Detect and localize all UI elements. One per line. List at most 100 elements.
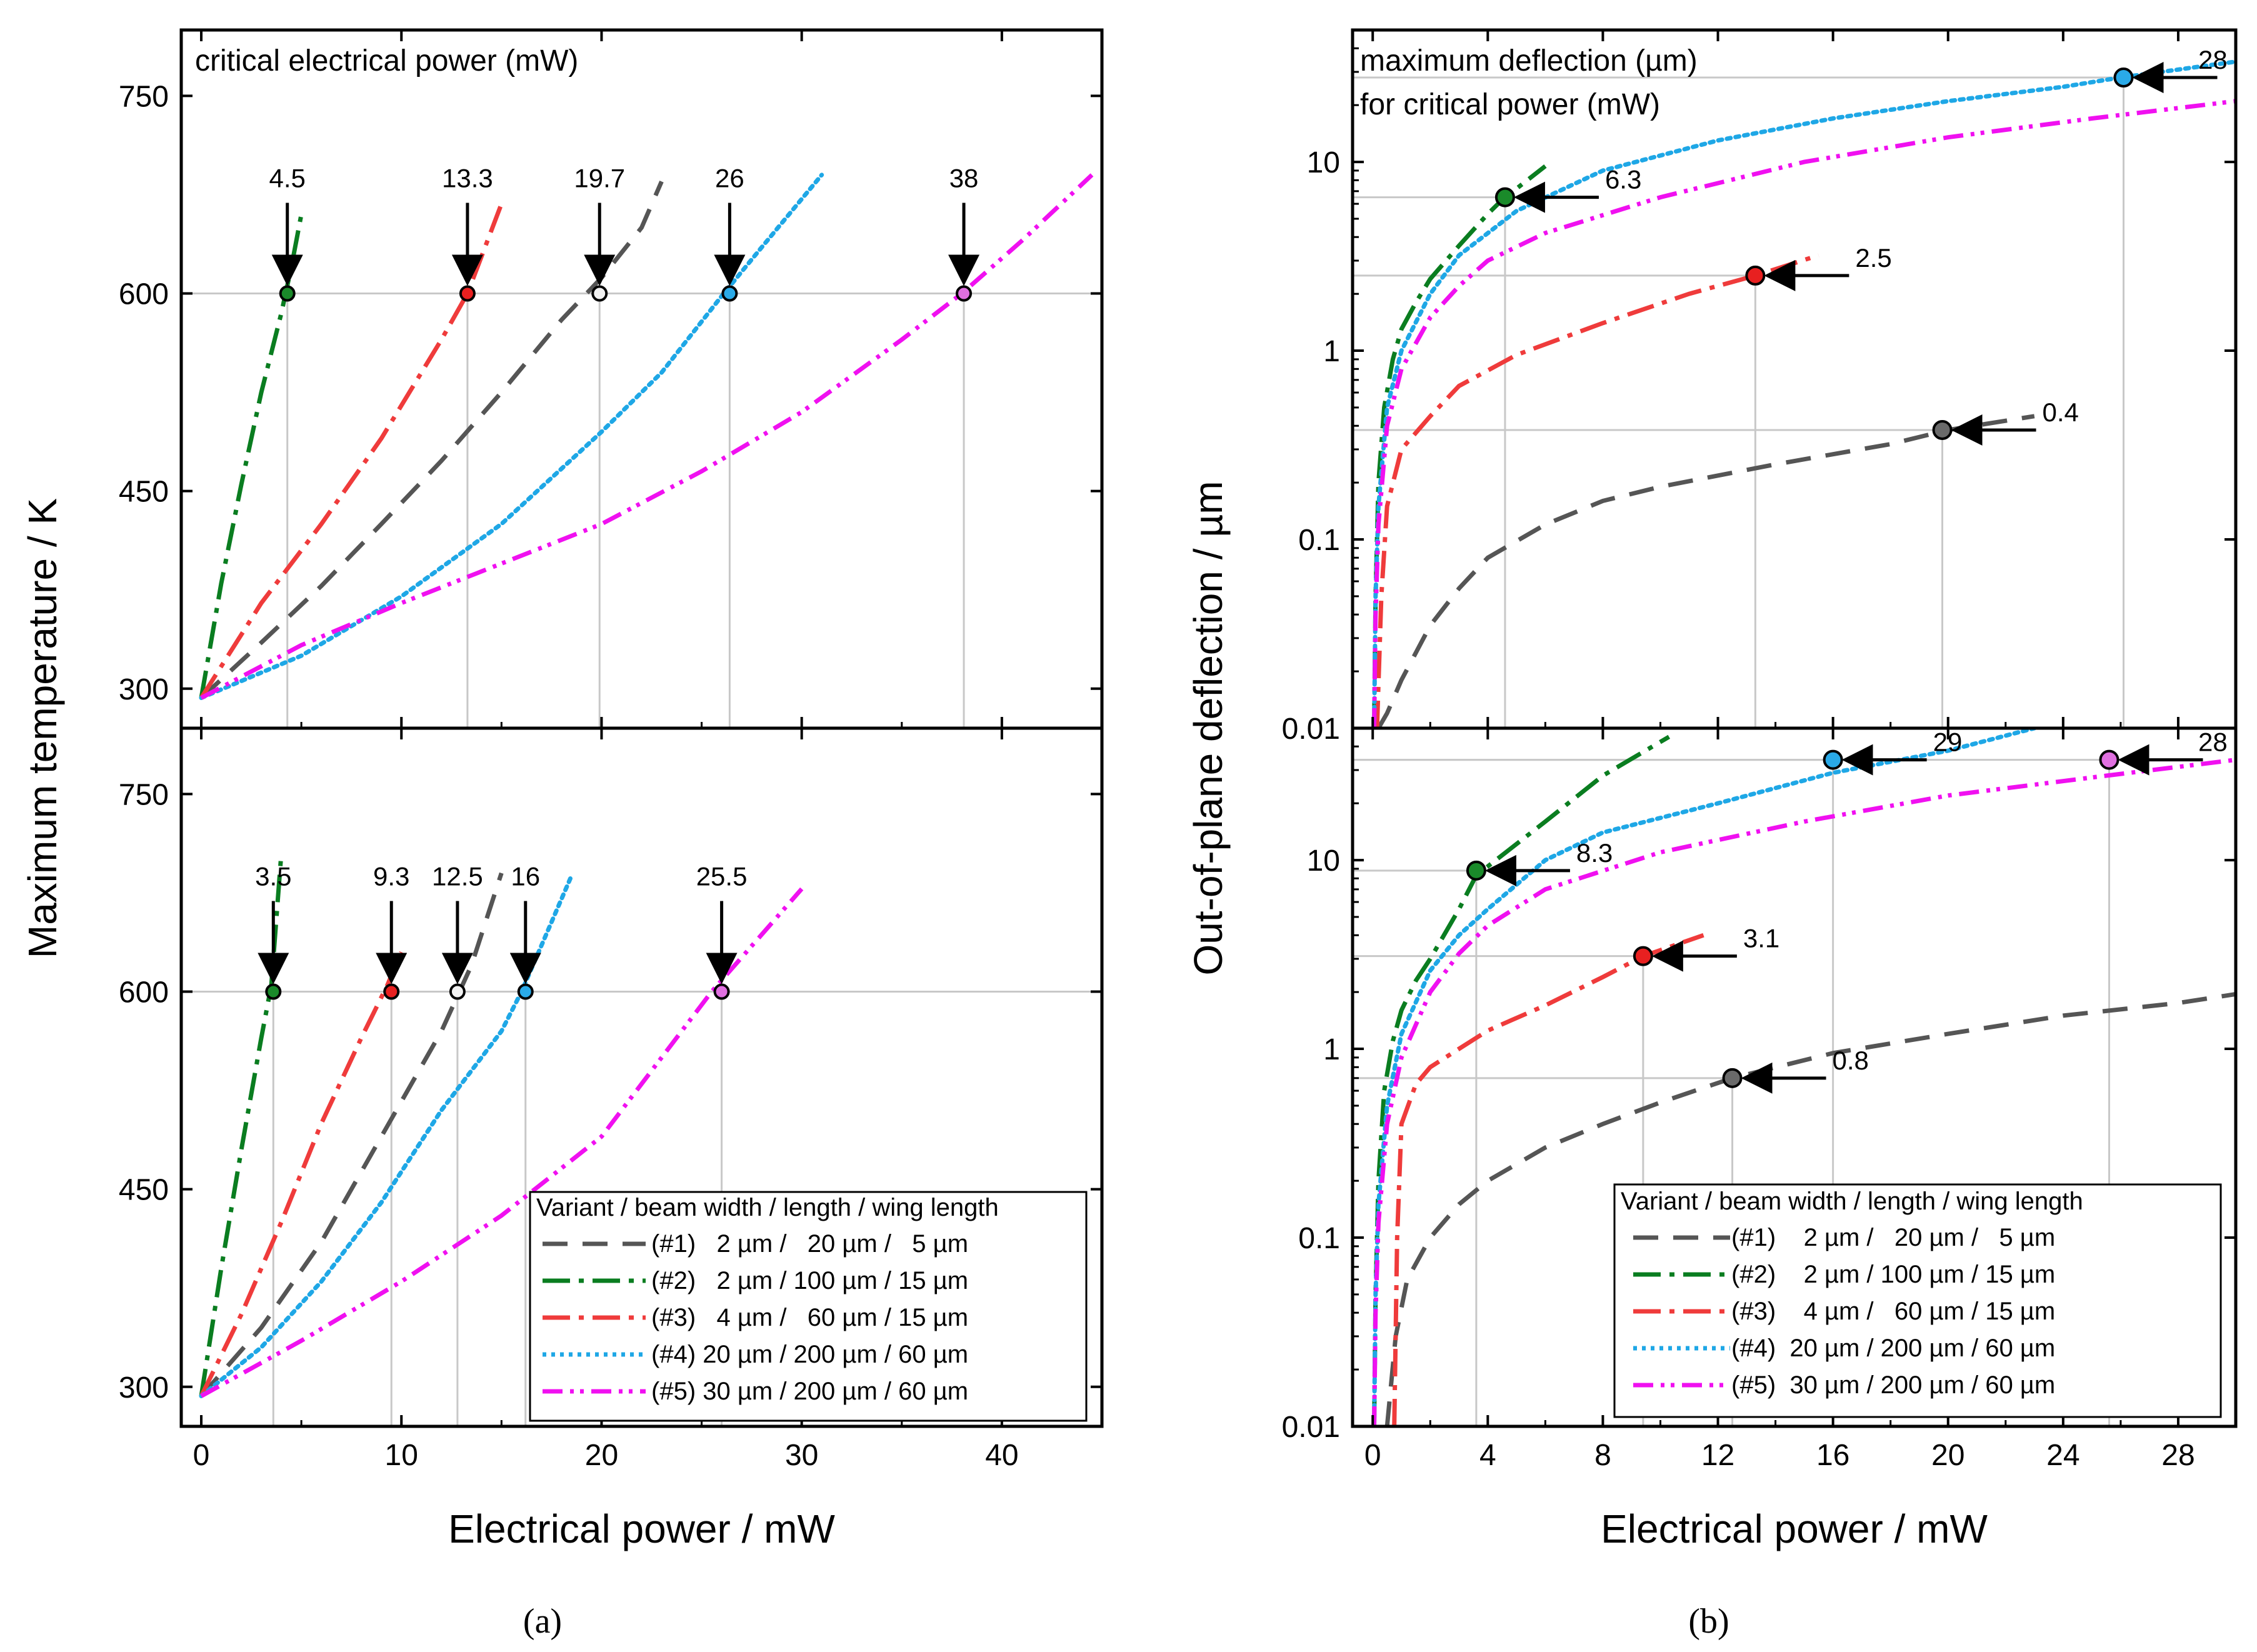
- y-tick-label: 450: [119, 476, 169, 509]
- marker-point: [2099, 749, 2119, 770]
- marker-point: [1494, 187, 1515, 208]
- series-line-3: [199, 203, 504, 699]
- marker-point: [279, 285, 296, 302]
- legend-entry: (#4) 20 µm / 200 µm / 60 µm: [1731, 1334, 2055, 1362]
- marker-label: 13.3: [442, 164, 493, 193]
- series-line-2: [1372, 164, 1547, 728]
- x-tick-label: 0: [1364, 1439, 1381, 1472]
- legend-box: [1613, 1183, 2222, 1418]
- marker-point: [956, 285, 973, 302]
- y-tick-label: 0.01: [1282, 713, 1340, 746]
- series-line-3: [1374, 253, 1819, 728]
- marker-point: [1745, 265, 1766, 286]
- marker-label: 3.5: [255, 862, 291, 891]
- marker-label: 0.8: [1833, 1046, 1869, 1075]
- legend-box: [529, 1191, 1088, 1422]
- panel-label-a: (a): [523, 1602, 562, 1641]
- marker-label: 19.7: [574, 164, 625, 193]
- series-line-5: [200, 887, 804, 1398]
- marker-label: 25.5: [696, 862, 748, 891]
- marker-point: [1633, 946, 1653, 966]
- x-tick-label: 20: [585, 1439, 618, 1472]
- y-tick-label: 1: [1323, 335, 1340, 368]
- marker-label: 3.1: [1743, 924, 1779, 953]
- legend-header: Variant / beam width / length / wing len…: [1621, 1188, 2083, 1215]
- chart-a-bottom: 3.5 9.3 12.5 16 25.5 0 10 20 30 40 300 450 600 750 Var…: [119, 726, 1104, 1472]
- series-line-5: [1372, 99, 2236, 728]
- marker-point: [2113, 68, 2134, 88]
- marker-point: [713, 983, 730, 1000]
- plot-title: for critical power (mW): [1360, 88, 1660, 121]
- marker-point: [1466, 860, 1486, 881]
- y-tick-label: 0.1: [1298, 524, 1340, 557]
- marker-label: 4.5: [269, 164, 306, 193]
- legend-entry: (#4) 20 µm / 200 µm / 60 µm: [651, 1341, 968, 1368]
- series-line-1: [199, 181, 664, 700]
- marker-point: [449, 983, 466, 1000]
- marker-label: 2.5: [1855, 243, 1891, 273]
- series-line-5: [200, 173, 1094, 700]
- marker-label: 0.4: [2043, 398, 2079, 427]
- x-tick-label: 0: [193, 1439, 210, 1472]
- x-axis-title-b: Electrical power / mW: [1601, 1506, 1988, 1551]
- series-line-1: [1384, 992, 2236, 1426]
- y-tick-label: 0.01: [1282, 1411, 1340, 1444]
- legend-entry: (#2) 2 µm / 100 µm / 15 µm: [1731, 1261, 2055, 1288]
- x-tick-label: 30: [785, 1439, 818, 1472]
- x-tick-label: 4: [1479, 1439, 1496, 1472]
- x-tick-label: 10: [385, 1439, 418, 1472]
- y-tick-label: 10: [1307, 146, 1340, 179]
- y-axis-title-a: Maximum temperature / K: [20, 498, 65, 958]
- plot-frame: [1351, 28, 2238, 730]
- chart-a-top: 4.5 13.3 19.7 26 38 300 450 600 750 critical elec…: [119, 28, 1104, 730]
- marker-point: [265, 983, 282, 1000]
- series-line-1: [199, 872, 504, 1398]
- series-line-3: [199, 951, 404, 1398]
- series-group: [199, 173, 1094, 700]
- series-line-4: [199, 173, 824, 700]
- y-tick-label: 600: [119, 278, 169, 311]
- marker-point: [1823, 749, 1843, 770]
- series-group: [1372, 59, 2236, 728]
- marker-label: 28: [2198, 45, 2228, 74]
- marker-label: 6.3: [1605, 165, 1641, 194]
- x-tick-label: 28: [2161, 1439, 2194, 1472]
- x-tick-label: 24: [2046, 1439, 2079, 1472]
- x-tick-label: 8: [1594, 1439, 1611, 1472]
- y-tick-label: 1: [1323, 1033, 1340, 1066]
- panel-label-b: (b): [1688, 1602, 1729, 1641]
- plot-frame: [179, 726, 1104, 1428]
- plot-title: critical electrical power (mW): [195, 44, 578, 78]
- legend-entry: (#3) 4 µm / 60 µm / 15 µm: [1731, 1298, 2055, 1325]
- plot-title: maximum deflection (µm): [1360, 44, 1698, 78]
- x-tick-label: 12: [1701, 1439, 1734, 1472]
- legend-header: Variant / beam width / length / wing len…: [536, 1194, 999, 1221]
- y-tick-label: 450: [119, 1174, 169, 1207]
- marker-point: [383, 983, 400, 1000]
- legend-entry: (#1) 2 µm / 20 µm / 5 µm: [1731, 1224, 2055, 1251]
- y-tick-label: 600: [119, 976, 169, 1009]
- y-tick-label: 300: [119, 1371, 169, 1404]
- x-tick-label: 40: [985, 1439, 1018, 1472]
- marker-label: 28: [2198, 728, 2228, 757]
- series-line-4: [1372, 728, 2037, 1426]
- series-line-2: [1372, 734, 1671, 1426]
- legend-entry: (#3) 4 µm / 60 µm / 15 µm: [651, 1304, 968, 1331]
- y-tick-label: 750: [119, 778, 169, 811]
- legend-entry: (#2) 2 µm / 100 µm / 15 µm: [651, 1267, 968, 1294]
- x-axis-title-a: Electrical power / mW: [448, 1506, 835, 1551]
- marker-point: [591, 285, 608, 302]
- y-tick-label: 10: [1307, 844, 1340, 878]
- marker-label: 12.5: [432, 862, 483, 891]
- marker-point: [517, 983, 534, 1000]
- marker-label: 8.3: [1576, 838, 1613, 868]
- marker-point: [1932, 419, 1953, 440]
- y-tick-label: 0.1: [1298, 1222, 1340, 1255]
- marker-label: 26: [715, 164, 744, 193]
- series-group: [1372, 728, 2236, 1426]
- series-line-3: [1392, 933, 1704, 1426]
- legend-entry: (#1) 2 µm / 20 µm / 5 µm: [651, 1230, 968, 1258]
- y-tick-label: 300: [119, 673, 169, 706]
